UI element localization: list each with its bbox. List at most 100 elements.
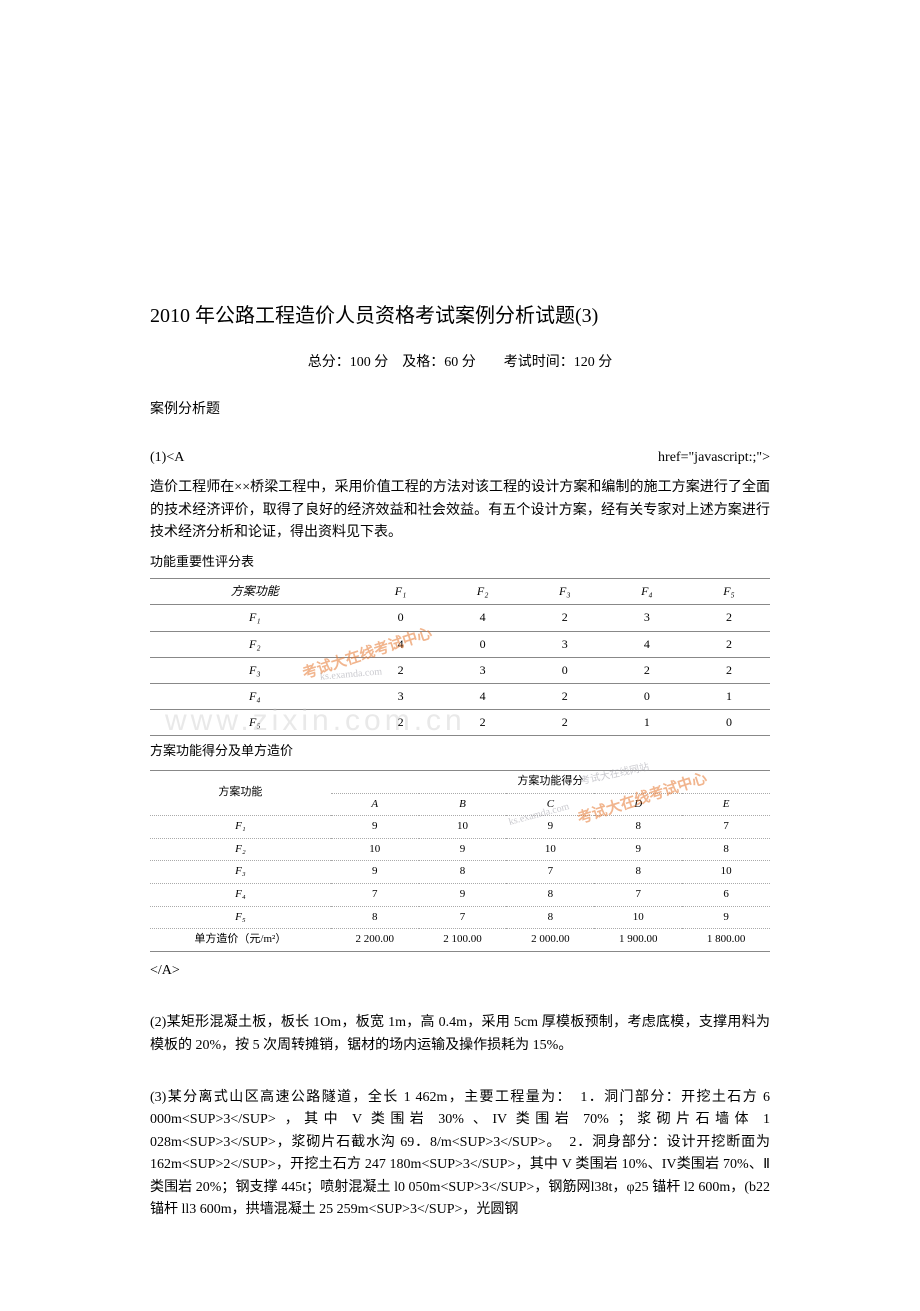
- table-row: F₄79876: [150, 884, 770, 907]
- cell: 8: [331, 906, 419, 929]
- cell: 7: [682, 816, 770, 839]
- cell: 1: [606, 710, 688, 736]
- cell: 9: [682, 906, 770, 929]
- cell: 2 200.00: [331, 929, 419, 952]
- cell: 10: [331, 838, 419, 861]
- table1-col-f5: F₅: [688, 579, 770, 605]
- cell: 8: [594, 861, 682, 884]
- table2-top-header: 方案功能: [150, 771, 331, 816]
- cell: 10: [594, 906, 682, 929]
- question-3: (3)某分离式山区高速公路隧道，全长 1 462m，主要工程量为： 1．洞门部分…: [150, 1087, 770, 1221]
- cell: 0: [606, 683, 688, 709]
- table1-col-f2: F₂: [442, 579, 524, 605]
- cell: 2: [688, 631, 770, 657]
- cell: 2: [524, 710, 606, 736]
- cell: 9: [331, 861, 419, 884]
- cell: 8: [594, 816, 682, 839]
- cell: 0: [688, 710, 770, 736]
- cell: 1 900.00: [594, 929, 682, 952]
- table1-title: 功能重要性评分表: [150, 552, 770, 573]
- plan-score-price-table: 方案功能 方案功能得分 A B C D E F₁910987F₂1091098F…: [150, 770, 770, 952]
- table-row: F₄34201: [150, 683, 770, 709]
- cell: 4: [442, 605, 524, 631]
- cell: 2 000.00: [506, 929, 594, 952]
- table2-col-c: C: [506, 793, 594, 816]
- cell: 3: [442, 657, 524, 683]
- row-label: F₅: [150, 710, 360, 736]
- cell: 10: [682, 861, 770, 884]
- table2-col-d: D: [594, 793, 682, 816]
- price-label: 单方造价（元/m²）: [150, 929, 331, 952]
- cell: 8: [419, 861, 507, 884]
- table2-col-a: A: [331, 793, 419, 816]
- table2-col-b: B: [419, 793, 507, 816]
- row-label: F₂: [150, 838, 331, 861]
- table-row: F₃987810: [150, 861, 770, 884]
- cell: 7: [331, 884, 419, 907]
- table-row: F₂1091098: [150, 838, 770, 861]
- cell: 9: [419, 884, 507, 907]
- q1-line1-left: (1)<A: [150, 447, 184, 469]
- cell: 2: [442, 710, 524, 736]
- cell: 3: [606, 605, 688, 631]
- table1-col-f4: F₄: [606, 579, 688, 605]
- cell: 3: [360, 683, 442, 709]
- table-row: F₁04232: [150, 605, 770, 631]
- cell: 2: [524, 605, 606, 631]
- table1-col-f1: F₁: [360, 579, 442, 605]
- row-label: F₁: [150, 605, 360, 631]
- cell: 2: [360, 710, 442, 736]
- row-label: F₂: [150, 631, 360, 657]
- cell: 8: [682, 838, 770, 861]
- cell: 2: [524, 683, 606, 709]
- cell: 9: [594, 838, 682, 861]
- table-row: F₃23022: [150, 657, 770, 683]
- cell: 1 800.00: [682, 929, 770, 952]
- table1-col-f3: F₃: [524, 579, 606, 605]
- table-row: F₅22210: [150, 710, 770, 736]
- q1-anchor-open: (1)<A href="javascript:;">: [150, 447, 770, 469]
- cell: 8: [506, 884, 594, 907]
- cell: 2: [360, 657, 442, 683]
- cell: 8: [506, 906, 594, 929]
- cell: 2 100.00: [419, 929, 507, 952]
- cell: 2: [688, 605, 770, 631]
- cell: 9: [419, 838, 507, 861]
- cell: 7: [419, 906, 507, 929]
- table-row: F₂40342: [150, 631, 770, 657]
- table2-title: 方案功能得分及单方造价: [150, 741, 770, 762]
- cell: 9: [506, 816, 594, 839]
- question-2: (2)某矩形混凝土板，板长 1Om，板宽 1m，高 0.4m，采用 5cm 厚模…: [150, 1012, 770, 1057]
- section-label: 案例分析题: [150, 399, 770, 421]
- cell: 10: [419, 816, 507, 839]
- table-row: F₁910987: [150, 816, 770, 839]
- cell: 4: [606, 631, 688, 657]
- cell: 9: [331, 816, 419, 839]
- cell: 4: [442, 683, 524, 709]
- table-row: F₅878109: [150, 906, 770, 929]
- cell: 0: [360, 605, 442, 631]
- table-row: 单方造价（元/m²）2 200.002 100.002 000.001 900.…: [150, 929, 770, 952]
- cell: 6: [682, 884, 770, 907]
- cell: 10: [506, 838, 594, 861]
- row-label: F₅: [150, 906, 331, 929]
- cell: 2: [606, 657, 688, 683]
- page-subtitle: 总分：100 分 及格：60 分 考试时间：120 分: [150, 352, 770, 374]
- cell: 1: [688, 683, 770, 709]
- page-title: 2010 年公路工程造价人员资格考试案例分析试题(3): [150, 300, 770, 332]
- row-label: F₃: [150, 861, 331, 884]
- row-label: F₁: [150, 816, 331, 839]
- cell: 7: [506, 861, 594, 884]
- row-label: F₃: [150, 657, 360, 683]
- table2-col-e: E: [682, 793, 770, 816]
- function-score-table: 方案功能 F₁ F₂ F₃ F₄ F₅ F₁04232F₂40342F₃2302…: [150, 578, 770, 736]
- table2-score-header: 方案功能得分: [331, 771, 770, 794]
- q1-anchor-close: </A>: [150, 960, 770, 982]
- cell: 0: [524, 657, 606, 683]
- row-label: F₄: [150, 683, 360, 709]
- cell: 3: [524, 631, 606, 657]
- row-label: F₄: [150, 884, 331, 907]
- cell: 4: [360, 631, 442, 657]
- q1-line1-right: href="javascript:;">: [658, 447, 770, 469]
- cell: 0: [442, 631, 524, 657]
